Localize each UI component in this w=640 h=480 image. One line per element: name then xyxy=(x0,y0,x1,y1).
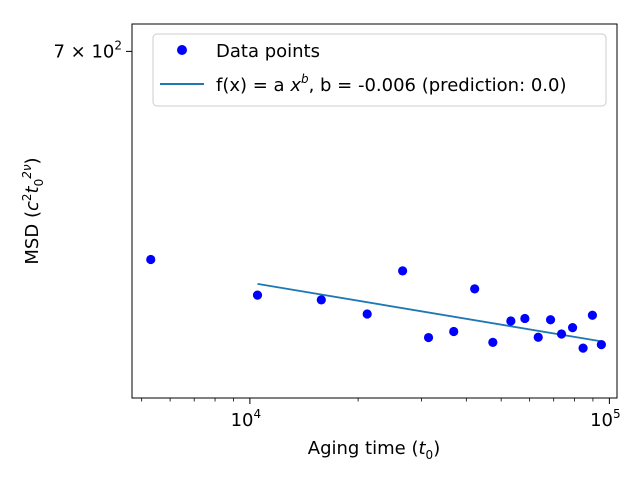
data-point xyxy=(362,309,372,319)
axis-ticks: 104 105 7 × 102 xyxy=(53,38,620,431)
data-point xyxy=(423,332,434,343)
legend-marker-data-points xyxy=(177,45,187,55)
plot-frame xyxy=(131,23,618,399)
data-point xyxy=(470,284,480,294)
data-point xyxy=(398,266,408,276)
legend-box xyxy=(152,33,607,107)
legend: Data points f(x) = a xb, b = -0.006 (pre… xyxy=(152,33,607,107)
data-point xyxy=(587,310,598,320)
data-point xyxy=(252,290,263,300)
data-point xyxy=(545,315,556,325)
legend-label-data-points: Data points xyxy=(216,41,320,62)
data-point xyxy=(578,343,588,353)
data-point xyxy=(567,323,578,333)
data-point xyxy=(520,313,530,324)
data-point xyxy=(596,340,606,350)
x-tick-label: 105 xyxy=(590,407,621,431)
legend-label-fit-line: f(x) = a xb, b = -0.006 (prediction: 0.0… xyxy=(216,72,567,96)
data-point xyxy=(506,316,516,326)
fit-line xyxy=(257,283,602,343)
data-point xyxy=(488,337,498,347)
x-tick-label: 104 xyxy=(231,407,262,431)
data-point xyxy=(556,329,567,339)
data-point xyxy=(449,326,459,337)
x-axis-label: Aging time (t0) xyxy=(308,438,440,462)
fit-line-layer xyxy=(257,283,602,343)
data-point xyxy=(533,332,543,342)
y-tick-label: 7 × 102 xyxy=(53,38,122,62)
y-axis-label: MSD (c2t02ν) xyxy=(20,157,46,264)
data-points-layer xyxy=(146,254,606,353)
data-point xyxy=(316,295,326,305)
data-point xyxy=(146,254,156,265)
